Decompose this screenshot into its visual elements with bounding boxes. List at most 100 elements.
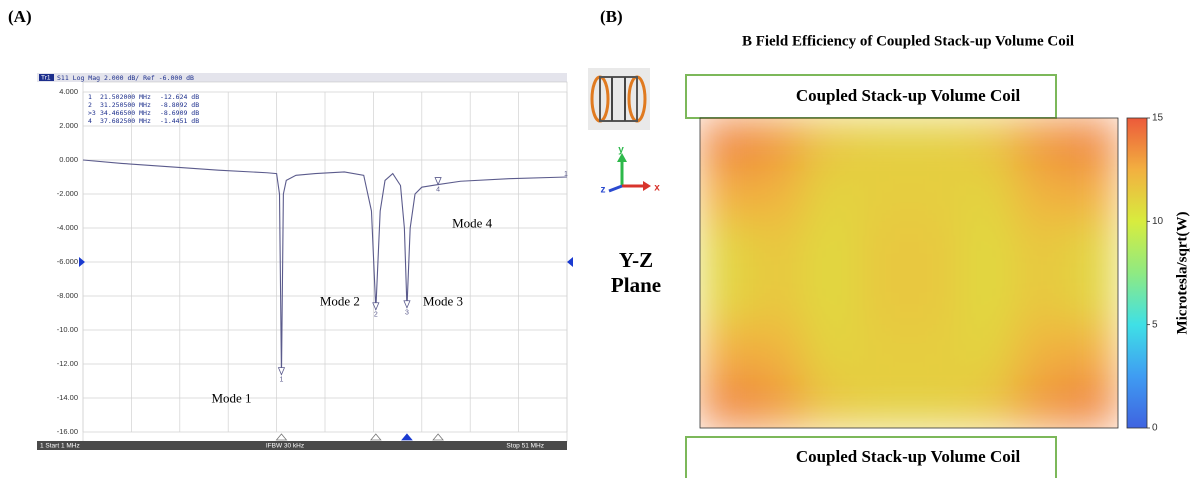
heatmap-cell	[1065, 118, 1118, 171]
mode-annotation: Mode 2	[320, 294, 360, 309]
y-tick-label: 0.000	[59, 155, 78, 164]
header-bar	[37, 73, 567, 82]
heatmap-cell	[700, 273, 753, 326]
axis-marker	[275, 433, 288, 441]
header-text: S11 Log Mag 2.000 dB/ Ref -6.000 dB	[57, 74, 194, 82]
heatmap-cell	[856, 376, 910, 428]
heatmap-cell	[804, 376, 858, 428]
mode-annotation: Mode 3	[423, 294, 463, 309]
heatmap-cell	[804, 221, 858, 274]
heatmap-cell	[752, 273, 805, 326]
marker	[403, 300, 411, 309]
mode-annotation: Mode 4	[452, 216, 493, 231]
axis-marker	[401, 433, 413, 441]
marker-freq: 31.250500 MHz	[100, 101, 151, 109]
marker-id: 2	[88, 101, 92, 109]
heatmap-cell	[1065, 221, 1118, 274]
heatmap-cell	[961, 324, 1014, 377]
marker-freq: 21.502000 MHz	[100, 93, 151, 101]
axis-label: z	[601, 185, 606, 196]
heatmap-cell	[909, 273, 962, 326]
marker-value: -8.8092 dB	[160, 101, 199, 109]
heatmap-cell	[804, 273, 858, 326]
heatmap-frame	[699, 117, 1119, 429]
marker-label: 1	[280, 376, 284, 383]
y-tick-label: 4.000	[59, 87, 78, 96]
marker-label: 4	[436, 186, 440, 193]
heatmap-cell	[1013, 376, 1067, 428]
colorbar-tick-label: 15	[1152, 113, 1164, 124]
axis-label: x	[654, 183, 660, 194]
y-tick-label: -2.000	[57, 189, 78, 198]
heatmap-cell	[961, 169, 1014, 222]
marker-freq: 37.682500 MHz	[100, 117, 151, 125]
marker-label: 2	[374, 312, 378, 319]
marker-value: -12.624 dB	[160, 93, 199, 101]
y-tick-label: -14.00	[57, 393, 78, 402]
y-tick-label: -8.000	[57, 291, 78, 300]
heatmap-cell	[700, 376, 753, 428]
heatmap-cell	[804, 169, 858, 222]
heatmap-cell	[909, 169, 962, 222]
heatmap-cell	[1065, 169, 1118, 222]
heatmap-cell	[804, 118, 858, 171]
heatmap-cell	[909, 221, 962, 274]
heatmap-cell	[856, 221, 910, 274]
colorbar-label: Microtesla/sqrt(W)	[1174, 211, 1190, 334]
heatmap-cell	[1013, 221, 1067, 274]
footer-right: Stop 51 MHz	[506, 443, 544, 450]
heatmap-cell	[752, 324, 805, 377]
heatmap-cell	[856, 169, 910, 222]
coil-photo	[588, 68, 650, 130]
heatmap-cell	[752, 376, 805, 428]
top-label: Coupled Stack-up Volume Coil	[796, 86, 1021, 105]
axis-triad	[608, 153, 651, 193]
heatmap-cell	[961, 118, 1014, 171]
y-tick-label: -4.000	[57, 223, 78, 232]
bottom-label: Coupled Stack-up Volume Coil	[796, 447, 1021, 466]
heatmap	[700, 118, 1118, 428]
panel-label: (B)	[600, 7, 623, 26]
marker-value: -8.6909 dB	[160, 109, 199, 117]
marker-id: >3	[88, 109, 96, 117]
heatmap-cell	[961, 273, 1014, 326]
axis-marker	[369, 433, 382, 441]
heatmap-cell	[1013, 118, 1067, 171]
footer-left: 1 Start 1 MHz	[40, 443, 80, 450]
footer-bar	[37, 441, 567, 450]
heatmap-cell	[1065, 324, 1118, 377]
axis-label: y	[618, 145, 624, 156]
heatmap-cell	[909, 118, 962, 171]
y-tick-label: -16.00	[57, 427, 78, 436]
y-tick-label: -6.000	[57, 257, 78, 266]
trace-tag	[39, 74, 54, 81]
marker-freq: 34.466500 MHz	[100, 109, 151, 117]
heatmap-cell	[804, 324, 858, 377]
marker	[277, 367, 286, 376]
bottom-box	[685, 436, 1057, 478]
ref-arrow	[79, 257, 85, 267]
marker-id: 4	[88, 117, 92, 125]
marker	[372, 302, 380, 311]
heatmap-cell	[1013, 273, 1067, 326]
footer-center: IFBW 30 kHz	[266, 443, 304, 450]
heatmap-cell	[752, 169, 805, 222]
heatmap-cell	[856, 118, 910, 171]
heatmap-cell	[961, 221, 1014, 274]
marker-label: 3	[405, 310, 409, 317]
axis-marker	[432, 433, 444, 441]
marker	[434, 177, 442, 186]
trace-end-label: 1	[564, 171, 568, 178]
heatmap-cell	[700, 169, 753, 222]
y-tick-label: 2.000	[59, 121, 78, 130]
marker-id: 1	[88, 93, 92, 101]
panel-label: (A)	[8, 7, 32, 26]
chart-title: B Field Efficiency of Coupled Stack-up V…	[742, 33, 1074, 49]
trace-line	[82, 159, 568, 375]
colorbar-tick-label: 5	[1152, 319, 1158, 330]
heatmap-cell	[1065, 273, 1118, 326]
side-label: Y-Z	[619, 248, 653, 272]
heatmap-cell	[909, 324, 962, 377]
ref-arrow	[567, 257, 573, 267]
